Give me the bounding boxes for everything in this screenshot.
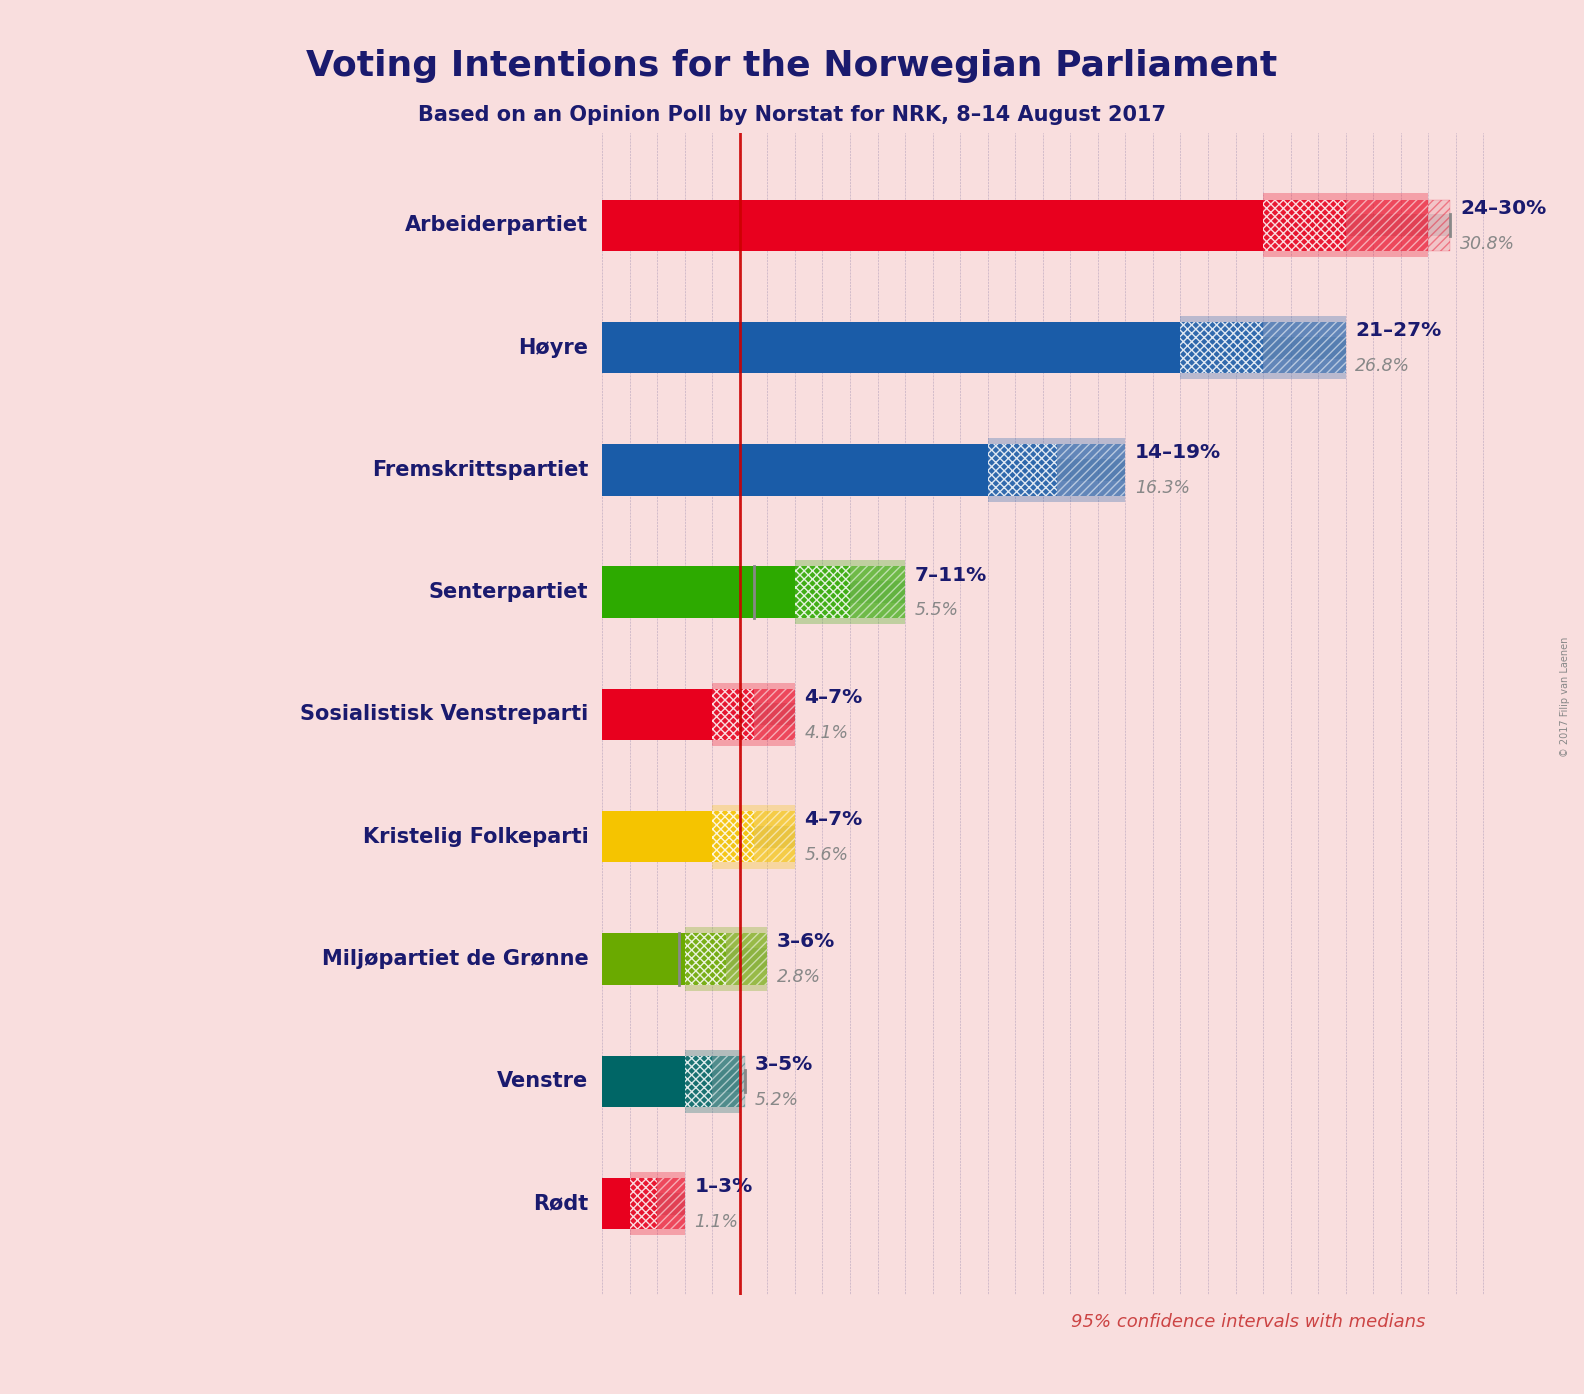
- Text: 2.8%: 2.8%: [778, 969, 821, 987]
- Bar: [684, 1055, 713, 1107]
- Bar: [713, 704, 795, 725]
- Bar: [713, 811, 754, 863]
- Text: Miljøpartiet de Grønne: Miljøpartiet de Grønne: [322, 949, 588, 969]
- Text: 21–27%: 21–27%: [1356, 321, 1441, 340]
- Text: Sosialistisk Venstreparti: Sosialistisk Venstreparti: [299, 704, 588, 725]
- Text: Arbeiderpartiet: Arbeiderpartiet: [406, 215, 588, 236]
- Text: Høyre: Høyre: [518, 337, 588, 357]
- Text: 30.8%: 30.8%: [1460, 234, 1514, 252]
- Bar: [684, 927, 767, 991]
- Bar: [1346, 199, 1429, 251]
- Bar: [713, 683, 795, 746]
- Bar: [713, 689, 754, 740]
- Bar: [713, 1055, 740, 1107]
- Bar: [684, 934, 725, 984]
- Bar: [754, 689, 795, 740]
- Bar: [630, 1172, 684, 1235]
- Text: 3–6%: 3–6%: [778, 933, 835, 952]
- Text: 16.3%: 16.3%: [1136, 480, 1190, 498]
- Bar: [602, 445, 988, 495]
- Text: 4–7%: 4–7%: [805, 810, 863, 829]
- Bar: [988, 459, 1125, 481]
- Bar: [754, 581, 795, 604]
- Text: Voting Intentions for the Norwegian Parliament: Voting Intentions for the Norwegian Parl…: [306, 49, 1278, 82]
- Text: Kristelig Folkeparti: Kristelig Folkeparti: [363, 827, 588, 846]
- Bar: [851, 566, 904, 618]
- Text: 1.1%: 1.1%: [694, 1213, 738, 1231]
- Bar: [680, 948, 684, 970]
- Bar: [713, 804, 795, 868]
- Bar: [602, 934, 684, 984]
- Bar: [1262, 199, 1346, 251]
- Text: 5.6%: 5.6%: [805, 846, 849, 864]
- Text: Based on an Opinion Poll by Norstat for NRK, 8–14 August 2017: Based on an Opinion Poll by Norstat for …: [418, 105, 1166, 124]
- Bar: [684, 1071, 746, 1093]
- Text: 14–19%: 14–19%: [1136, 443, 1221, 463]
- Bar: [740, 1055, 746, 1107]
- Text: Senterpartiet: Senterpartiet: [429, 583, 588, 602]
- Bar: [1180, 322, 1262, 374]
- Bar: [602, 1178, 630, 1230]
- Bar: [630, 1193, 684, 1214]
- Bar: [1262, 194, 1429, 256]
- Bar: [725, 934, 767, 984]
- Text: 3–5%: 3–5%: [756, 1055, 813, 1073]
- Text: 5.2%: 5.2%: [756, 1090, 798, 1108]
- Bar: [630, 1178, 657, 1230]
- Text: 4.1%: 4.1%: [805, 723, 849, 742]
- Bar: [754, 581, 904, 604]
- Text: Venstre: Venstre: [497, 1072, 588, 1092]
- Bar: [602, 199, 1262, 251]
- Bar: [988, 438, 1125, 502]
- Bar: [988, 445, 1057, 495]
- Text: 26.8%: 26.8%: [1356, 357, 1410, 375]
- Text: 4–7%: 4–7%: [805, 687, 863, 707]
- Text: 95% confidence intervals with medians: 95% confidence intervals with medians: [1071, 1313, 1426, 1331]
- Bar: [1180, 315, 1346, 379]
- Bar: [602, 1055, 684, 1107]
- Text: Rødt: Rødt: [534, 1193, 588, 1214]
- Bar: [713, 825, 795, 848]
- Bar: [1429, 199, 1451, 251]
- Text: 1–3%: 1–3%: [694, 1177, 752, 1196]
- Bar: [680, 948, 767, 970]
- Bar: [602, 322, 1180, 374]
- Text: Fremskrittspartiet: Fremskrittspartiet: [372, 460, 588, 480]
- Text: © 2017 Filip van Laenen: © 2017 Filip van Laenen: [1560, 637, 1570, 757]
- Bar: [657, 1178, 684, 1230]
- Bar: [795, 560, 904, 625]
- Bar: [1180, 336, 1346, 358]
- Text: 5.5%: 5.5%: [914, 601, 958, 619]
- Bar: [602, 811, 713, 863]
- Bar: [1057, 445, 1125, 495]
- Bar: [795, 566, 851, 618]
- Bar: [602, 566, 795, 618]
- Text: 24–30%: 24–30%: [1460, 198, 1546, 217]
- Bar: [1262, 322, 1346, 374]
- Bar: [602, 689, 713, 740]
- Bar: [1262, 215, 1451, 236]
- Bar: [684, 1050, 740, 1114]
- Bar: [754, 811, 795, 863]
- Text: 7–11%: 7–11%: [914, 566, 987, 584]
